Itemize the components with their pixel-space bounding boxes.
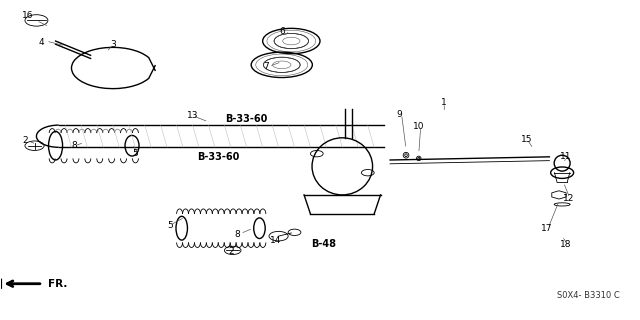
Text: 11: 11: [559, 152, 571, 161]
Text: 4: 4: [38, 38, 44, 47]
Text: 12: 12: [563, 194, 574, 203]
Text: 17: 17: [540, 224, 552, 233]
Text: 14: 14: [269, 236, 281, 245]
Text: 18: 18: [559, 240, 571, 249]
Text: 13: 13: [187, 111, 198, 120]
Text: B-33-60: B-33-60: [197, 152, 239, 162]
Ellipse shape: [404, 154, 407, 157]
Text: 3: 3: [110, 40, 116, 49]
Text: S0X4- B3310 C: S0X4- B3310 C: [557, 291, 620, 300]
Text: 8: 8: [234, 230, 240, 239]
Text: 5: 5: [168, 220, 173, 229]
Ellipse shape: [418, 157, 420, 160]
Text: 8: 8: [72, 141, 77, 150]
Text: 9: 9: [397, 109, 403, 118]
Text: 10: 10: [413, 122, 424, 131]
Text: 1: 1: [442, 99, 447, 108]
Text: 7: 7: [263, 62, 269, 71]
Text: 2: 2: [228, 247, 234, 257]
Text: 16: 16: [22, 11, 34, 20]
Text: B-48: B-48: [310, 239, 336, 249]
Text: 5: 5: [132, 149, 138, 158]
Text: 2: 2: [23, 136, 28, 146]
Text: FR.: FR.: [48, 279, 67, 289]
Text: 15: 15: [522, 135, 533, 144]
Polygon shape: [0, 279, 1, 288]
Text: B-33-60: B-33-60: [225, 114, 268, 124]
Text: 6: 6: [279, 27, 285, 36]
